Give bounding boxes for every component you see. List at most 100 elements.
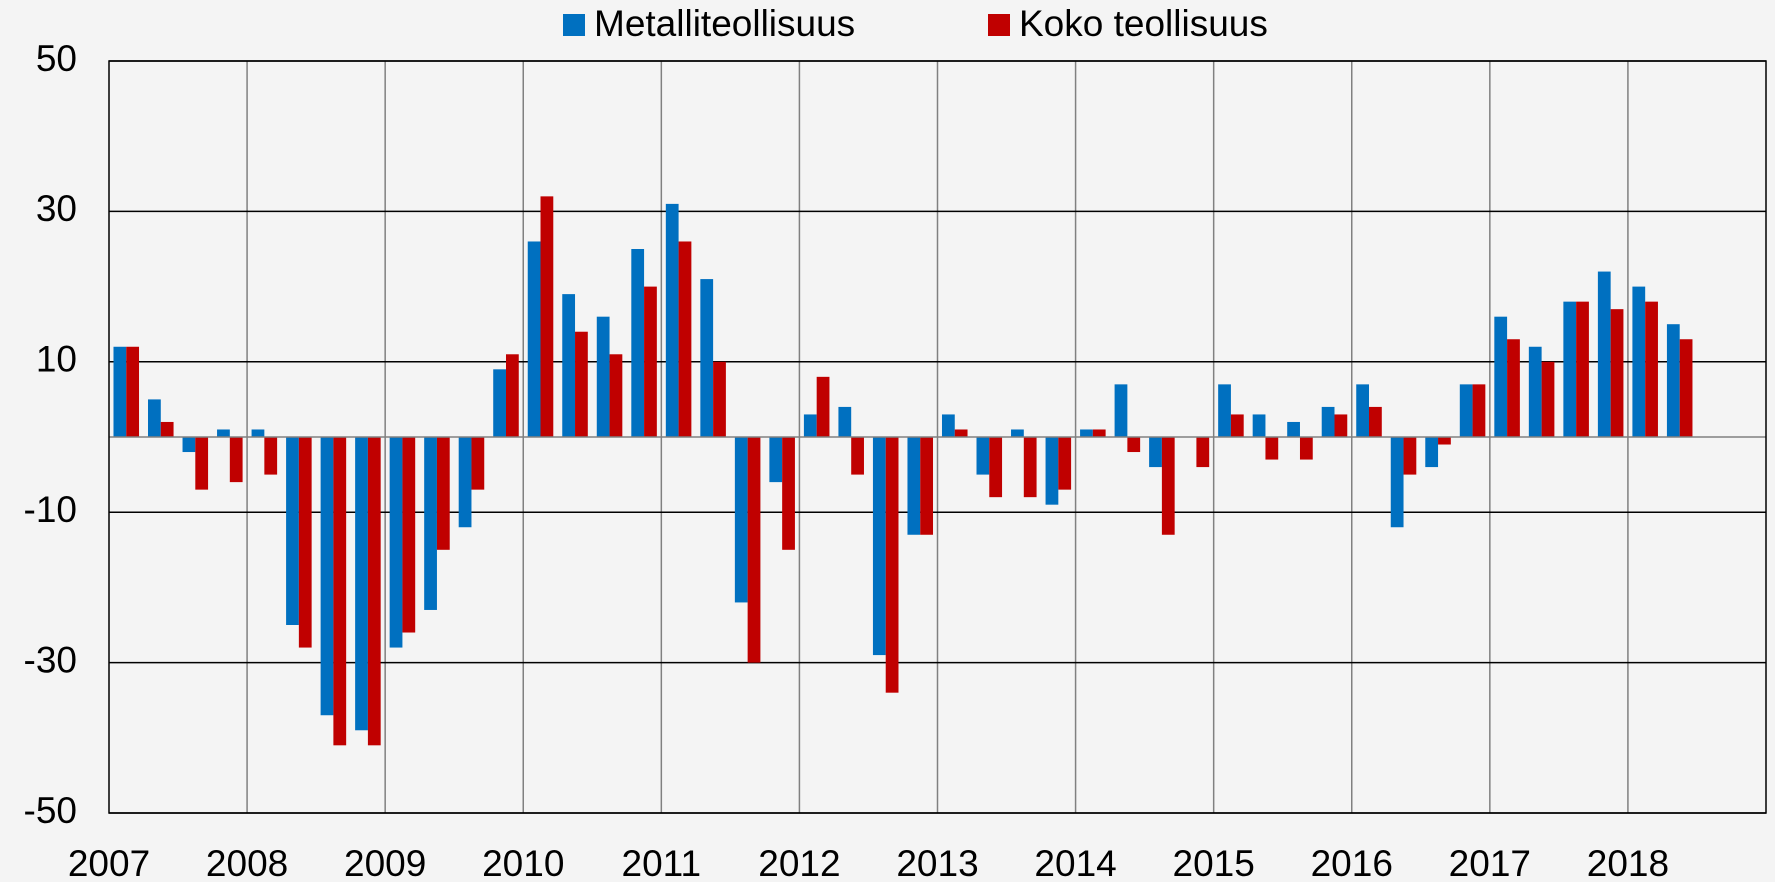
legend-swatch — [563, 14, 585, 36]
bar — [424, 437, 437, 610]
plot-frame — [108, 60, 1767, 814]
bar — [355, 437, 368, 731]
legend: Metalliteollisuus Koko teollisuus — [563, 3, 1268, 44]
bar — [678, 241, 692, 437]
bar — [458, 437, 472, 528]
bar — [1092, 429, 1106, 437]
bar — [1390, 437, 1404, 528]
bar — [596, 316, 610, 437]
x-tick-label: 2017 — [1449, 843, 1531, 882]
bar — [389, 437, 403, 648]
x-tick-label: 2013 — [896, 843, 978, 882]
bar — [320, 437, 334, 716]
bar — [298, 437, 312, 648]
bar — [838, 406, 852, 437]
bar — [436, 437, 450, 550]
bar — [1023, 437, 1037, 498]
bar — [575, 331, 588, 437]
x-tick-label: 2018 — [1587, 843, 1669, 882]
bar — [493, 369, 506, 437]
bar — [954, 429, 968, 437]
x-tick-label: 2015 — [1173, 843, 1255, 882]
legend-label: Metalliteollisuus — [594, 3, 855, 44]
bar — [540, 196, 554, 437]
bar — [1425, 437, 1439, 468]
bar — [631, 249, 645, 437]
y-tick-label: -50 — [24, 790, 77, 831]
bar — [851, 437, 864, 475]
bar — [1196, 437, 1210, 468]
bar — [471, 437, 485, 490]
bar — [113, 346, 127, 437]
y-tick-label: -30 — [24, 639, 77, 680]
bar — [816, 376, 830, 437]
x-tick-label: 2011 — [622, 843, 702, 882]
bar — [1369, 406, 1382, 437]
bar — [920, 437, 934, 535]
bar — [333, 437, 347, 746]
bar — [1218, 384, 1231, 437]
bar — [1459, 384, 1473, 437]
y-tick-label: 10 — [36, 339, 77, 380]
bar — [126, 346, 140, 437]
bar — [148, 399, 161, 437]
bar — [1679, 339, 1693, 437]
bar — [1299, 437, 1313, 460]
bar — [251, 429, 265, 437]
bar — [1161, 437, 1175, 535]
bar — [941, 414, 955, 437]
bar — [769, 437, 783, 483]
bar — [1528, 346, 1542, 437]
bar — [1058, 437, 1072, 490]
bar — [976, 437, 990, 475]
bar — [782, 437, 795, 550]
bar — [286, 437, 299, 625]
bar — [1597, 271, 1611, 437]
bar — [1438, 437, 1451, 445]
bar — [1287, 421, 1300, 437]
x-tick-label: 2007 — [68, 843, 150, 882]
bar — [264, 437, 278, 475]
bar — [803, 414, 817, 437]
bar — [1321, 406, 1335, 437]
bar — [609, 354, 623, 437]
bar — [907, 437, 921, 535]
bar — [1252, 414, 1266, 437]
bar — [1541, 361, 1555, 437]
x-tick-label: 2014 — [1034, 843, 1116, 882]
legend-swatch — [988, 14, 1010, 36]
y-tick-label: -10 — [24, 489, 77, 530]
bar — [713, 361, 726, 437]
bar — [160, 421, 174, 437]
bar — [1114, 384, 1128, 437]
bar — [1149, 437, 1162, 468]
bar — [747, 437, 761, 663]
bar — [644, 286, 657, 437]
bar — [1576, 301, 1589, 437]
bar — [1666, 324, 1680, 437]
x-tick-label: 2009 — [344, 843, 426, 882]
legend-label: Koko teollisuus — [1019, 3, 1268, 44]
x-tick-label: 2016 — [1311, 843, 1393, 882]
bar — [872, 437, 886, 656]
x-tick-label: 2010 — [482, 843, 564, 882]
bar — [1011, 429, 1024, 437]
bar — [1645, 301, 1658, 437]
bar — [665, 203, 679, 437]
y-tick-label: 30 — [36, 188, 77, 229]
bar — [1356, 384, 1370, 437]
bar — [562, 294, 576, 437]
bar — [734, 437, 748, 603]
bar — [527, 241, 541, 437]
bar — [1563, 301, 1577, 437]
bar — [989, 437, 1003, 498]
bar — [505, 354, 519, 437]
bar — [885, 437, 899, 693]
bar — [1230, 414, 1244, 437]
bar — [1403, 437, 1417, 475]
bar — [1045, 437, 1059, 505]
bar — [1610, 309, 1624, 437]
bar — [367, 437, 381, 746]
bar — [217, 429, 230, 437]
